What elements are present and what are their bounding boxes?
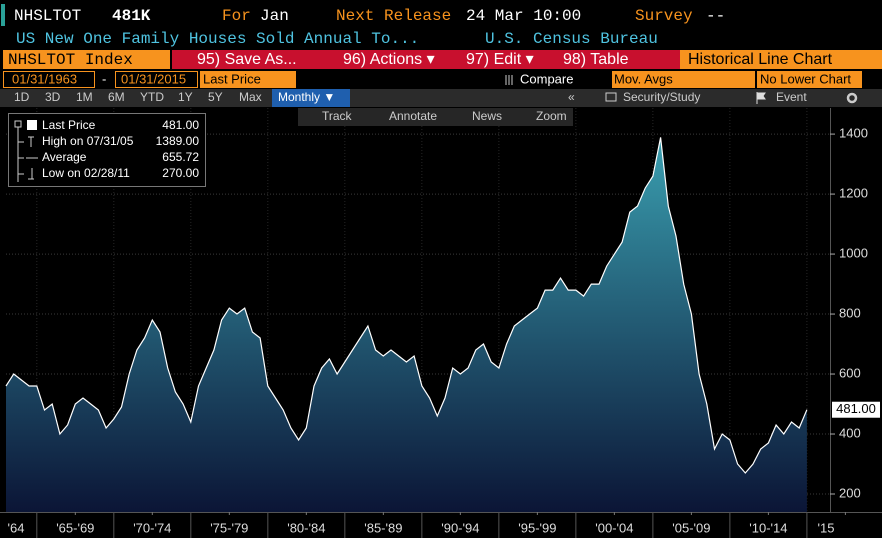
event[interactable]: Event <box>776 90 807 104</box>
settings-icon[interactable] <box>846 92 858 104</box>
marker <box>1 4 5 26</box>
legend-swatch <box>27 120 37 130</box>
chart-tool[interactable]: Annotate <box>389 109 437 123</box>
period-button[interactable]: YTD <box>140 90 164 104</box>
source: U.S. Census Bureau <box>485 30 658 48</box>
for-label: For <box>222 7 251 25</box>
last-price-label: 481.00 <box>836 401 876 416</box>
frequency[interactable]: Monthly ▼ <box>278 90 335 104</box>
legend-icons <box>17 127 38 182</box>
period-button[interactable]: 5Y <box>208 90 223 104</box>
survey-value: -- <box>706 7 725 25</box>
legend-value: 481.00 <box>162 118 199 132</box>
x-tick-label: '65-'69 <box>56 520 94 535</box>
compare-icon <box>505 75 513 85</box>
header-bar <box>0 0 882 29</box>
separator: - <box>102 71 106 86</box>
study-icon <box>605 92 617 102</box>
y-tick-label: 1000 <box>839 246 868 261</box>
security[interactable]: NHSLTOT Index <box>8 51 133 69</box>
mov-avgs-box[interactable] <box>612 71 755 88</box>
study[interactable]: Security/Study <box>623 90 700 104</box>
ticker: NHSLTOT <box>14 7 81 25</box>
frequency-box[interactable] <box>272 89 350 107</box>
mov-avgs[interactable]: Mov. Avgs <box>614 71 673 86</box>
area-fill <box>6 137 807 512</box>
legend-label: Low on 02/28/11 <box>42 166 130 180</box>
view-title: Historical Line Chart <box>688 51 833 68</box>
y-tick-label: 800 <box>839 305 861 320</box>
menu-item[interactable]: 97) Edit ▾ <box>466 51 534 68</box>
x-tick-label: '95-'99 <box>518 520 556 535</box>
legend-value: 1389.00 <box>156 134 200 148</box>
release-value: 24 Mar 10:00 <box>466 7 581 25</box>
menu-item[interactable]: 98) Table <box>563 51 629 68</box>
description: US New One Family Houses Sold Annual To.… <box>16 30 419 48</box>
end-date[interactable]: 01/31/2015 <box>121 71 186 86</box>
menu-item[interactable]: 96) Actions ▾ <box>343 51 435 68</box>
end-date-box[interactable] <box>115 71 198 88</box>
event-icon <box>756 92 766 104</box>
x-tick-label: '75-'79 <box>210 520 248 535</box>
y-tick-label: 1400 <box>839 126 868 141</box>
x-tick-label: '10-'14 <box>749 520 787 535</box>
start-date[interactable]: 01/31/1963 <box>12 71 77 86</box>
x-tick-label: '70-'74 <box>133 520 171 535</box>
chart-tool[interactable]: News <box>472 109 502 123</box>
chart-tool[interactable]: Zoom <box>536 109 567 123</box>
lower-chart[interactable]: No Lower Chart <box>760 71 851 86</box>
menu-bar <box>172 50 680 69</box>
x-axis-band <box>0 512 882 538</box>
legend-label: High on 07/31/05 <box>42 134 134 148</box>
y-tick-label: 1200 <box>839 186 868 201</box>
legend-label: Last Price <box>42 118 96 132</box>
y-tick-label: 600 <box>839 365 861 380</box>
compare[interactable]: Compare <box>520 71 573 86</box>
collapse[interactable]: « <box>568 90 575 104</box>
security-box[interactable] <box>3 50 170 69</box>
last-price-tag <box>832 401 880 418</box>
legend-value: 655.72 <box>162 150 199 164</box>
survey-label: Survey <box>635 7 693 25</box>
x-tick-label: '64 <box>8 520 25 535</box>
legend-label: Average <box>42 150 87 164</box>
start-date-box[interactable] <box>3 71 95 88</box>
period-bar <box>0 89 882 107</box>
lower-chart-box[interactable] <box>757 71 862 88</box>
period-button[interactable]: 1Y <box>178 90 193 104</box>
legend-value: 270.00 <box>162 166 199 180</box>
x-tick-label: '00-'04 <box>595 520 633 535</box>
field[interactable]: Last Price <box>203 71 261 86</box>
menu-item[interactable]: 95) Save As... <box>197 51 297 68</box>
field-box[interactable] <box>200 71 296 88</box>
period-button[interactable]: 6M <box>108 90 125 104</box>
chart-tool[interactable]: Track <box>322 109 353 123</box>
period-button[interactable]: 1D <box>14 90 30 104</box>
y-tick-label: 400 <box>839 425 861 440</box>
x-tick-label: '05-'09 <box>672 520 710 535</box>
x-tick-label: '90-'94 <box>441 520 479 535</box>
y-tick-label: 200 <box>839 485 861 500</box>
view-box <box>680 50 882 69</box>
period-button[interactable]: 3D <box>45 90 61 104</box>
for-value: Jan <box>260 7 289 25</box>
x-tick-label: '85-'89 <box>364 520 402 535</box>
x-tick-label: '80-'84 <box>287 520 325 535</box>
chart-toolbar <box>298 108 573 126</box>
x-tick-label: '15 <box>818 520 835 535</box>
release-label: Next Release <box>336 7 451 25</box>
price: 481K <box>112 7 151 25</box>
price-line <box>5 137 808 474</box>
legend-box <box>8 113 206 187</box>
period-button[interactable]: 1M <box>76 90 93 104</box>
period-button[interactable]: Max <box>239 90 262 104</box>
